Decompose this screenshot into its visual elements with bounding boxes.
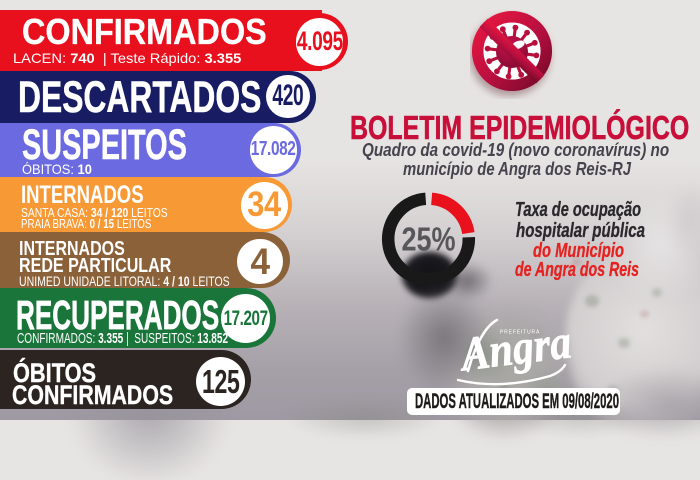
svg-text:PREFEITURA: PREFEITURA: [500, 330, 540, 336]
svg-text:25%: 25%: [401, 222, 455, 258]
svg-text:Angra: Angra: [455, 315, 574, 381]
